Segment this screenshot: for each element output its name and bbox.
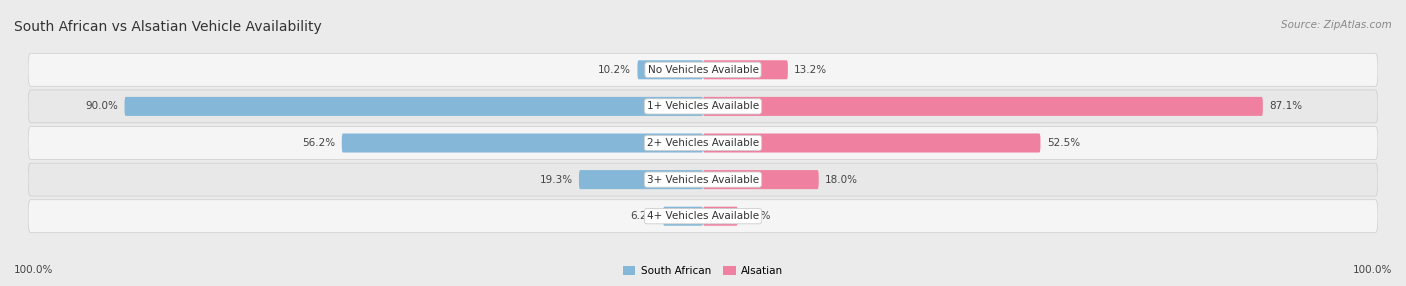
Text: 100.0%: 100.0% [14, 265, 53, 275]
Text: 3+ Vehicles Available: 3+ Vehicles Available [647, 175, 759, 184]
FancyBboxPatch shape [703, 170, 818, 189]
Text: 10.2%: 10.2% [598, 65, 631, 75]
Text: 4+ Vehicles Available: 4+ Vehicles Available [647, 211, 759, 221]
Text: 100.0%: 100.0% [1353, 265, 1392, 275]
FancyBboxPatch shape [28, 90, 1378, 123]
Text: 6.2%: 6.2% [630, 211, 657, 221]
FancyBboxPatch shape [703, 60, 787, 79]
FancyBboxPatch shape [664, 207, 703, 226]
Text: 13.2%: 13.2% [794, 65, 827, 75]
Text: 2+ Vehicles Available: 2+ Vehicles Available [647, 138, 759, 148]
FancyBboxPatch shape [579, 170, 703, 189]
Text: No Vehicles Available: No Vehicles Available [648, 65, 758, 75]
Text: 19.3%: 19.3% [540, 175, 572, 184]
Text: South African vs Alsatian Vehicle Availability: South African vs Alsatian Vehicle Availa… [14, 20, 322, 34]
Text: 90.0%: 90.0% [86, 102, 118, 111]
FancyBboxPatch shape [28, 200, 1378, 233]
FancyBboxPatch shape [28, 163, 1378, 196]
Text: 52.5%: 52.5% [1047, 138, 1080, 148]
FancyBboxPatch shape [703, 207, 738, 226]
Text: Source: ZipAtlas.com: Source: ZipAtlas.com [1281, 20, 1392, 30]
FancyBboxPatch shape [125, 97, 703, 116]
Text: 56.2%: 56.2% [302, 138, 336, 148]
FancyBboxPatch shape [28, 126, 1378, 160]
FancyBboxPatch shape [637, 60, 703, 79]
FancyBboxPatch shape [28, 53, 1378, 86]
FancyBboxPatch shape [703, 97, 1263, 116]
FancyBboxPatch shape [703, 134, 1040, 152]
Legend: South African, Alsatian: South African, Alsatian [619, 262, 787, 281]
Text: 87.1%: 87.1% [1270, 102, 1302, 111]
Text: 18.0%: 18.0% [825, 175, 858, 184]
Text: 5.4%: 5.4% [744, 211, 770, 221]
Text: 1+ Vehicles Available: 1+ Vehicles Available [647, 102, 759, 111]
FancyBboxPatch shape [342, 134, 703, 152]
